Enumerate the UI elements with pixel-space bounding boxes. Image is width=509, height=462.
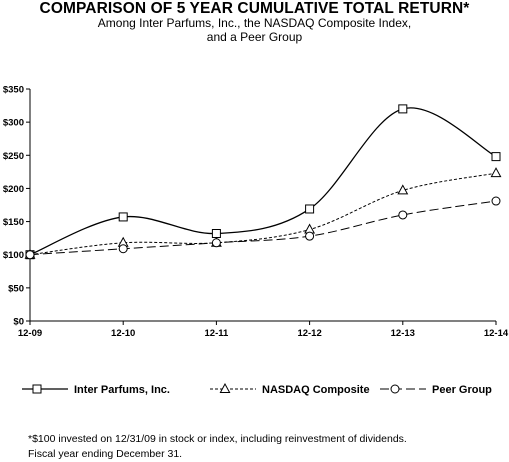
y-tick-label: $50 (8, 283, 24, 294)
y-tick-label: $150 (3, 217, 24, 228)
y-tick-label: $200 (3, 184, 24, 195)
data-point-inter-parfums-inc (491, 152, 501, 162)
series-line-peer-group (29, 200, 497, 256)
series-line-nasdaq-composite (29, 172, 497, 256)
chart-series-lines (29, 107, 497, 256)
x-tick-label: 12-12 (297, 328, 321, 339)
y-tick-label: $100 (3, 250, 24, 261)
y-tick-label: $0 (13, 317, 24, 328)
data-point-peer-group (398, 210, 408, 220)
chart-subtitle-line-2: and a Peer Group (206, 30, 303, 44)
x-tick-label: 12-11 (205, 328, 229, 339)
x-tick-label: 12-10 (111, 328, 135, 339)
legend-label-peer-group: Peer Group (432, 384, 492, 396)
x-tick-label: 12-13 (391, 328, 415, 339)
data-point-nasdaq-composite (397, 184, 409, 195)
data-point-inter-parfums-inc (211, 229, 221, 239)
chart-title: COMPARISON OF 5 YEAR CUMULATIVE TOTAL RE… (39, 0, 470, 17)
data-point-inter-parfums-inc (305, 204, 315, 214)
chart-series-markers (24, 104, 502, 260)
data-point-peer-group (25, 250, 35, 260)
data-point-inter-parfums-inc (398, 104, 408, 114)
data-point-inter-parfums-inc (118, 212, 128, 222)
series-line-inter-parfums-inc (29, 107, 497, 256)
legend-marker-nasdaq-composite (219, 382, 231, 393)
chart-subtitle-line-1: Among Inter Parfums, Inc., the NASDAQ Co… (97, 16, 412, 30)
data-point-peer-group (211, 238, 221, 248)
y-tick-label: $250 (3, 151, 24, 162)
chart-legend: Inter Parfums, Inc. NASDAQ Composite Peer … (22, 382, 492, 396)
data-point-nasdaq-composite (490, 167, 502, 178)
y-tick-label: $350 (3, 85, 24, 96)
x-tick-label: 12-14 (484, 328, 509, 339)
legend-marker-inter-parfums-inc (32, 384, 42, 394)
data-point-peer-group (118, 244, 128, 254)
x-tick-label: 12-09 (18, 328, 42, 339)
legend-label-nasdaq-composite: NASDAQ Composite (262, 384, 370, 396)
legend-marker-peer-group (390, 384, 400, 394)
data-point-peer-group (305, 231, 315, 241)
data-point-peer-group (491, 196, 501, 206)
legend-label-inter-parfums-inc: Inter Parfums, Inc. (74, 384, 170, 396)
footnote-fiscal-year: Fiscal year ending December 31. (28, 448, 183, 460)
chart-axes: $0 $50 $100 $150 $200 $250 $300 $350 12-09 12-10 1… (3, 85, 509, 340)
y-tick-label: $300 (3, 118, 24, 129)
footnote-investment: *$100 invested on 12/31/09 in stock or i… (28, 433, 407, 445)
